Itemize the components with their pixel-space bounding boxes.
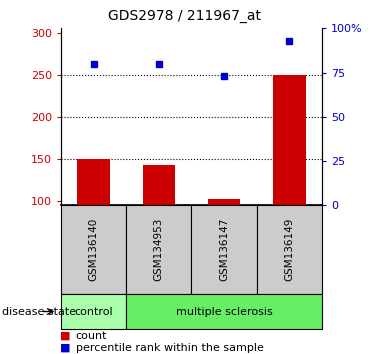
Bar [126, 205, 192, 294]
Bar [61, 294, 126, 329]
Bar [273, 75, 306, 205]
Text: ■: ■ [60, 331, 70, 341]
Bar [126, 294, 322, 329]
Bar [208, 199, 240, 205]
Text: multiple sclerosis: multiple sclerosis [176, 307, 272, 316]
Text: control: control [74, 307, 113, 316]
Text: GSM136147: GSM136147 [219, 218, 229, 281]
Text: ■: ■ [60, 343, 70, 353]
Bar [257, 205, 322, 294]
Bar [142, 165, 175, 205]
Text: disease state: disease state [2, 307, 76, 316]
Bar [61, 205, 126, 294]
Text: count: count [76, 331, 107, 341]
Text: GDS2978 / 211967_at: GDS2978 / 211967_at [108, 9, 262, 23]
Text: percentile rank within the sample: percentile rank within the sample [76, 343, 264, 353]
Text: GSM136140: GSM136140 [89, 218, 99, 281]
Bar [77, 159, 110, 205]
Text: GSM134953: GSM134953 [154, 218, 164, 281]
Text: GSM136149: GSM136149 [284, 218, 294, 281]
Bar [192, 205, 257, 294]
